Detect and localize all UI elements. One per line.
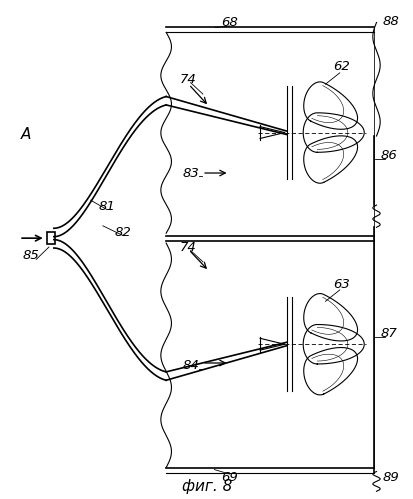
Text: 89: 89 (382, 471, 398, 484)
Text: 63: 63 (332, 277, 349, 290)
Text: 86: 86 (380, 149, 396, 162)
Text: 68: 68 (221, 16, 237, 29)
Text: 83: 83 (182, 167, 199, 180)
Text: 88: 88 (382, 15, 398, 28)
Text: 87: 87 (380, 327, 396, 340)
Text: 62: 62 (332, 60, 349, 73)
Text: 74: 74 (180, 73, 197, 86)
Text: 74: 74 (180, 241, 197, 253)
Text: 69: 69 (221, 472, 237, 485)
Text: 84: 84 (182, 359, 199, 372)
Text: A: A (21, 127, 31, 142)
Text: фиг. 8: фиг. 8 (181, 479, 232, 494)
Text: 81: 81 (98, 200, 115, 213)
Bar (47, 232, 55, 244)
Text: 85: 85 (22, 249, 39, 262)
Text: 82: 82 (115, 226, 131, 239)
